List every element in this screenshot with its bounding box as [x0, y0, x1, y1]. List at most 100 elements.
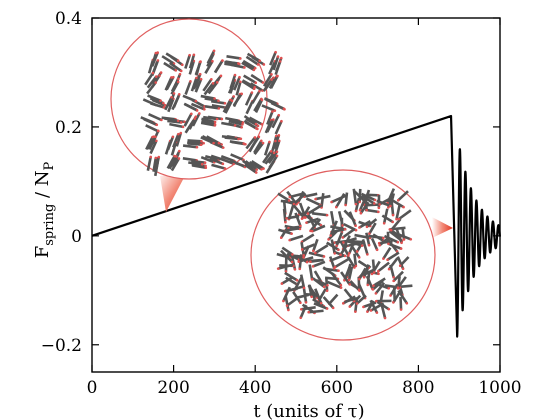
rod-end	[253, 136, 257, 139]
rod	[168, 155, 178, 170]
plot-border	[91, 17, 501, 373]
rod	[151, 59, 160, 74]
rod	[377, 261, 390, 273]
rod	[282, 208, 287, 223]
rod-end	[159, 71, 163, 74]
plot-frame	[91, 17, 501, 373]
rod-end	[391, 213, 395, 217]
rod	[399, 256, 410, 267]
rod	[268, 75, 278, 89]
rod	[195, 61, 202, 76]
rod	[149, 97, 164, 105]
rod	[146, 81, 157, 95]
rod	[330, 210, 336, 226]
rod-end	[177, 132, 180, 136]
rod-end	[377, 210, 380, 214]
rod	[392, 270, 404, 282]
rod-end	[399, 308, 403, 311]
rod	[330, 239, 336, 254]
rod	[263, 141, 271, 156]
rod-end	[300, 217, 304, 220]
rod-end	[359, 211, 363, 215]
rod-end	[283, 289, 287, 293]
rod	[347, 240, 363, 247]
rod	[358, 197, 367, 211]
rod	[376, 199, 391, 208]
rod	[149, 140, 158, 155]
rod-end	[272, 76, 275, 79]
rod-end	[341, 236, 345, 239]
rod	[148, 113, 162, 122]
rod	[280, 249, 294, 263]
rod-end	[274, 50, 277, 54]
rod-end	[279, 236, 283, 239]
rod	[323, 267, 339, 273]
rod	[313, 302, 328, 310]
rod	[200, 94, 215, 100]
rod-end	[274, 139, 277, 143]
rod	[381, 214, 394, 224]
rod-end	[383, 316, 387, 320]
rod-end	[322, 285, 326, 289]
rod-end	[151, 135, 154, 139]
rod	[191, 112, 201, 127]
rod	[262, 150, 273, 164]
rod-end	[300, 248, 304, 251]
rod	[143, 118, 158, 126]
rod	[352, 188, 358, 205]
rod-end	[366, 310, 369, 313]
rod	[232, 76, 241, 91]
rod	[322, 296, 335, 309]
rod-end	[179, 121, 183, 124]
rod-end	[198, 72, 202, 76]
rod-end	[314, 197, 317, 201]
rod	[292, 291, 302, 304]
rod-end	[198, 112, 201, 115]
rod-end	[273, 109, 277, 112]
rod-end	[284, 220, 287, 224]
rod	[271, 114, 280, 129]
rod	[311, 212, 328, 217]
rod	[210, 99, 226, 105]
rod	[184, 54, 191, 69]
rod-end	[368, 232, 371, 235]
rod-end	[270, 73, 273, 76]
rod	[245, 100, 254, 115]
rod-end	[354, 228, 358, 232]
rod	[358, 188, 362, 202]
rod	[204, 97, 219, 103]
rod-end	[237, 62, 240, 65]
rod	[389, 193, 396, 207]
rod-end	[362, 275, 366, 279]
rod-end	[188, 53, 191, 57]
rod	[315, 194, 331, 201]
rod	[248, 116, 263, 126]
rod-end	[374, 292, 378, 295]
rod-end	[311, 265, 315, 268]
inset-pointer-wedge	[160, 170, 188, 212]
rod-end	[181, 125, 185, 129]
rod-end	[176, 80, 180, 84]
rod-end	[358, 277, 361, 281]
rod-end	[215, 81, 219, 84]
rod-end	[258, 89, 261, 93]
rod	[213, 59, 224, 74]
rod	[388, 257, 399, 270]
rod-end	[334, 205, 338, 209]
rod-end	[381, 236, 385, 240]
rod-end	[221, 59, 224, 62]
rod-end	[260, 139, 263, 143]
rod-end	[400, 241, 403, 245]
rod	[371, 259, 376, 273]
rod-end	[355, 250, 359, 253]
rod-end	[178, 149, 181, 153]
rod-end	[302, 253, 305, 257]
rod	[331, 194, 347, 204]
rod	[211, 103, 226, 109]
rod-end	[354, 209, 358, 213]
rod	[353, 253, 358, 267]
rod-end	[387, 307, 391, 311]
rod	[398, 209, 412, 221]
rod	[362, 264, 370, 278]
rod-end	[203, 107, 206, 111]
